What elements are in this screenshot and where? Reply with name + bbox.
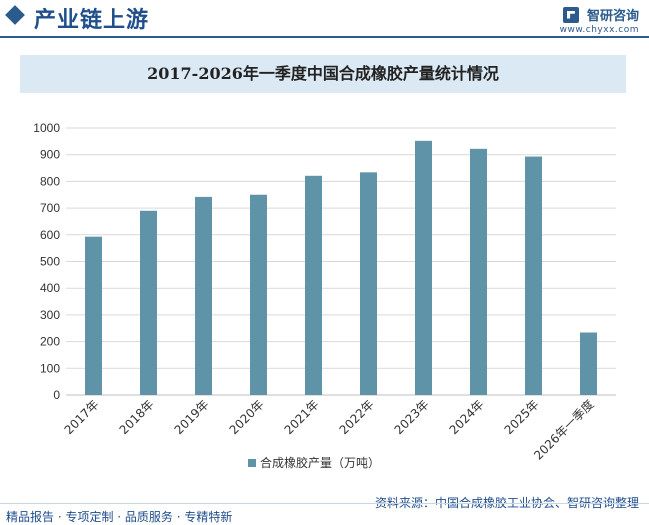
bar bbox=[250, 194, 267, 395]
x-tick-label: 2017年 bbox=[62, 397, 102, 437]
bar bbox=[470, 148, 487, 395]
y-tick-label: 900 bbox=[40, 148, 60, 162]
x-tick-label: 2023年 bbox=[392, 397, 432, 437]
x-tick-label: 2018年 bbox=[117, 397, 157, 437]
chart-title-band: 2017-2026年一季度中国合成橡胶产量统计情况 bbox=[20, 55, 626, 93]
x-tick-label: 2019年 bbox=[172, 397, 212, 437]
bar bbox=[140, 210, 157, 395]
y-tick-label: 200 bbox=[40, 335, 60, 349]
header-title: 产业链上游 bbox=[34, 7, 150, 33]
bar bbox=[580, 332, 597, 395]
y-tick-label: 1000 bbox=[33, 121, 60, 135]
y-tick-label: 400 bbox=[40, 281, 60, 295]
x-tick-label: 2021年 bbox=[282, 397, 322, 437]
y-tick-label: 800 bbox=[40, 174, 60, 188]
brand-url: www.chyxx.com bbox=[559, 25, 639, 35]
brand-mark-icon bbox=[562, 6, 579, 23]
y-tick-label: 100 bbox=[40, 361, 60, 375]
footer-tags: 精品报告 · 专项定制 · 品质服务 · 专精特新 bbox=[6, 510, 233, 524]
bar bbox=[525, 156, 542, 395]
legend-swatch bbox=[248, 459, 256, 467]
y-tick-label: 600 bbox=[40, 228, 60, 242]
header-divider bbox=[0, 36, 649, 38]
bar-chart: 0 100 200 300 400 500 600 700 800 900 1000 2017年 20… bbox=[33, 121, 616, 470]
y-tick-label: 500 bbox=[40, 255, 60, 269]
bar bbox=[85, 236, 102, 395]
page-header: 产业链上游 智研咨询 www.chyxx.com bbox=[0, 0, 649, 38]
x-tick-label: 2022年 bbox=[337, 397, 377, 437]
bar bbox=[415, 140, 432, 395]
y-tick-label: 700 bbox=[40, 201, 60, 215]
legend-label: 合成橡胶产量（万吨） bbox=[260, 455, 380, 470]
bar bbox=[195, 196, 212, 395]
x-tick-label: 2020年 bbox=[227, 397, 267, 437]
brand-name: 智研咨询 bbox=[586, 9, 639, 24]
x-tick-label: 2024年 bbox=[447, 397, 487, 437]
x-tick-label: 2025年 bbox=[502, 397, 542, 437]
y-tick-label: 0 bbox=[53, 388, 60, 402]
chart-title: 2017-2026年一季度中国合成橡胶产量统计情况 bbox=[147, 64, 499, 83]
y-tick-label: 300 bbox=[40, 308, 60, 322]
footer-divider bbox=[0, 503, 649, 504]
bar bbox=[305, 175, 322, 395]
bar bbox=[360, 172, 377, 395]
brand-logo: 智研咨询 www.chyxx.com bbox=[560, 4, 639, 35]
